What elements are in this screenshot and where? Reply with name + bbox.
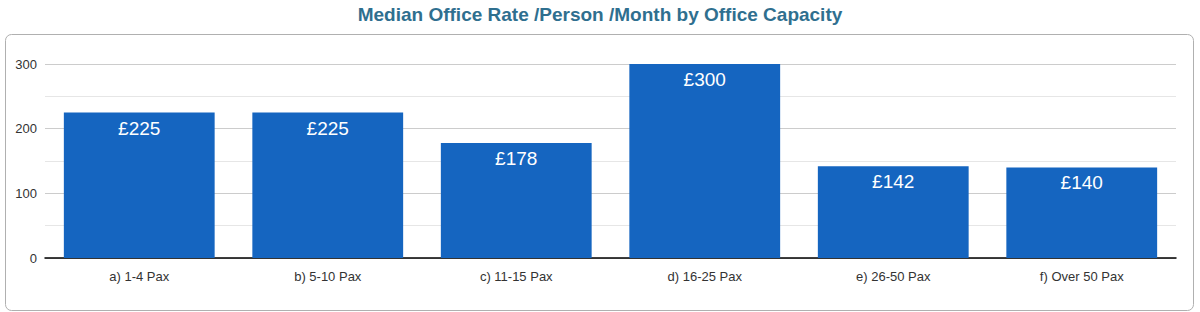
svg-text:300: 300 [15,57,37,72]
svg-text:£225: £225 [307,118,349,139]
svg-text:£140: £140 [1061,172,1103,193]
svg-text:c) 11-15 Pax: c) 11-15 Pax [480,269,553,284]
svg-text:Median Office Rate /Person /Mo: Median Office Rate /Person /Month by Off… [358,4,843,25]
svg-text:d) 16-25 Pax: d) 16-25 Pax [668,269,743,284]
svg-text:e) 26-50 Pax: e) 26-50 Pax [856,269,931,284]
svg-text:100: 100 [15,186,37,201]
svg-text:a) 1-4 Pax: a) 1-4 Pax [109,269,169,284]
svg-text:£178: £178 [495,148,537,169]
svg-text:f) Over 50 Pax: f) Over 50 Pax [1040,269,1124,284]
svg-text:£225: £225 [118,118,160,139]
svg-text:0: 0 [30,251,37,266]
svg-text:£142: £142 [872,171,914,192]
svg-text:200: 200 [15,121,37,136]
svg-text:b) 5-10 Pax: b) 5-10 Pax [294,269,362,284]
svg-text:£300: £300 [684,69,726,90]
